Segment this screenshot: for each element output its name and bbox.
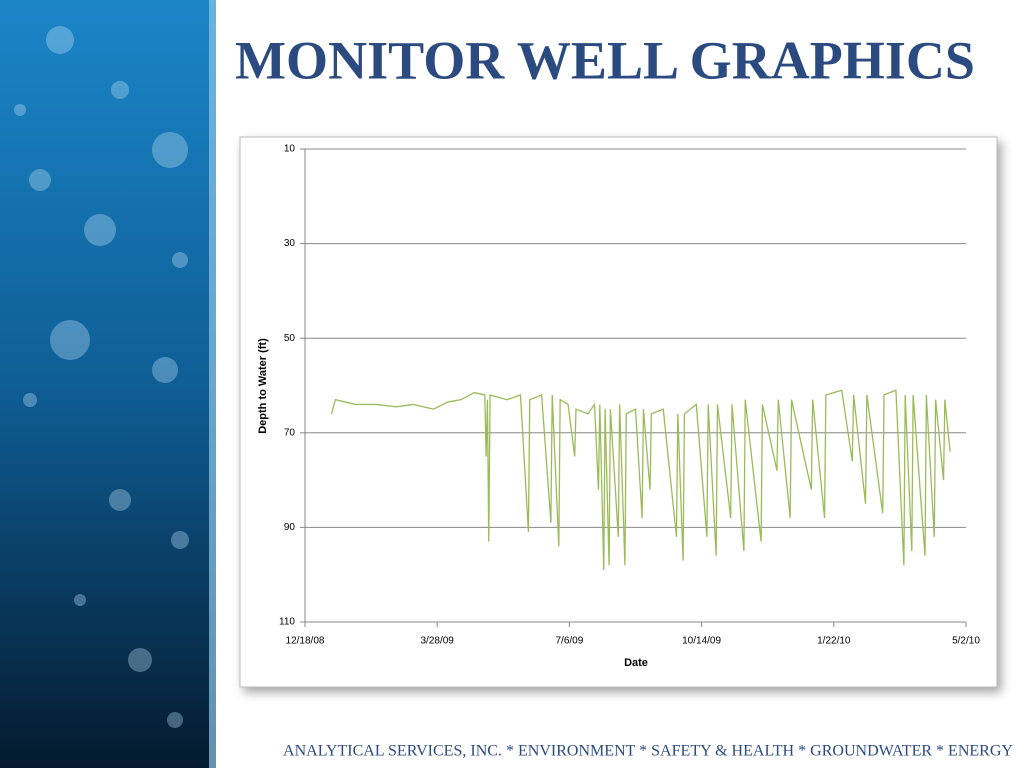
panel-stripe [209, 0, 216, 768]
y-tick-label: 10 [284, 144, 296, 155]
y-tick-label: 110 [279, 617, 295, 628]
bubbles [14, 26, 189, 728]
water-panel [0, 0, 216, 768]
x-tick-label: 3/28/09 [421, 636, 455, 647]
y-tick-label: 90 [284, 522, 296, 533]
slide-title: MONITOR WELL GRAPHICS [235, 30, 975, 90]
x-tick-label: 7/6/09 [555, 636, 583, 647]
y-tick-label: 50 [284, 333, 296, 344]
y-axis-label: Depth to Water (ft) [257, 338, 269, 434]
data-line [330, 389, 951, 570]
x-tick-label: 12/18/08 [286, 636, 325, 647]
x-tick-label: 10/14/09 [682, 636, 721, 647]
x-tick-label: 1/22/10 [817, 636, 851, 647]
y-tick-label: 30 [284, 238, 296, 249]
y-tick-label: 70 [284, 427, 296, 438]
chart-card [239, 136, 998, 688]
x-axis-label: Date [624, 657, 648, 669]
footer: ANALYTICAL SERVICES, INC. * ENVIRONMENT … [283, 743, 1013, 760]
x-tick-label: 5/2/10 [952, 636, 980, 647]
